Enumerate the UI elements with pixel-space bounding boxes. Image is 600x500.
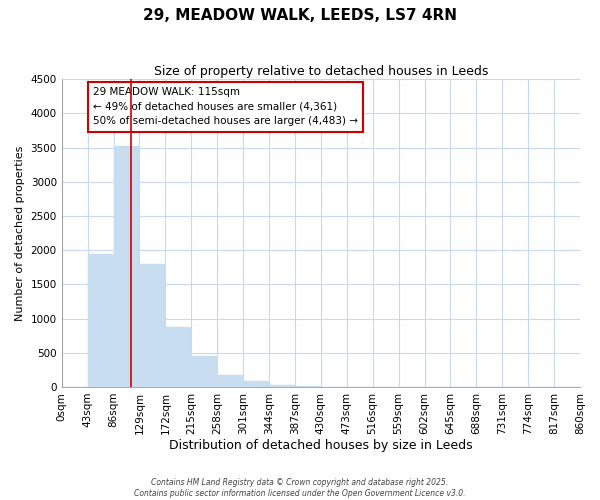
Bar xyxy=(88,254,113,387)
Bar xyxy=(243,382,269,387)
Bar xyxy=(113,146,139,387)
X-axis label: Distribution of detached houses by size in Leeds: Distribution of detached houses by size … xyxy=(169,440,473,452)
Title: Size of property relative to detached houses in Leeds: Size of property relative to detached ho… xyxy=(154,65,488,78)
Text: 29, MEADOW WALK, LEEDS, LS7 4RN: 29, MEADOW WALK, LEEDS, LS7 4RN xyxy=(143,8,457,22)
Bar xyxy=(217,375,243,387)
Bar xyxy=(295,386,321,387)
Bar xyxy=(139,264,166,387)
Bar xyxy=(166,328,191,387)
Y-axis label: Number of detached properties: Number of detached properties xyxy=(15,146,25,321)
Bar xyxy=(269,385,295,387)
Text: Contains HM Land Registry data © Crown copyright and database right 2025.
Contai: Contains HM Land Registry data © Crown c… xyxy=(134,478,466,498)
Text: 29 MEADOW WALK: 115sqm
← 49% of detached houses are smaller (4,361)
50% of semi-: 29 MEADOW WALK: 115sqm ← 49% of detached… xyxy=(93,87,358,126)
Bar xyxy=(191,356,217,387)
